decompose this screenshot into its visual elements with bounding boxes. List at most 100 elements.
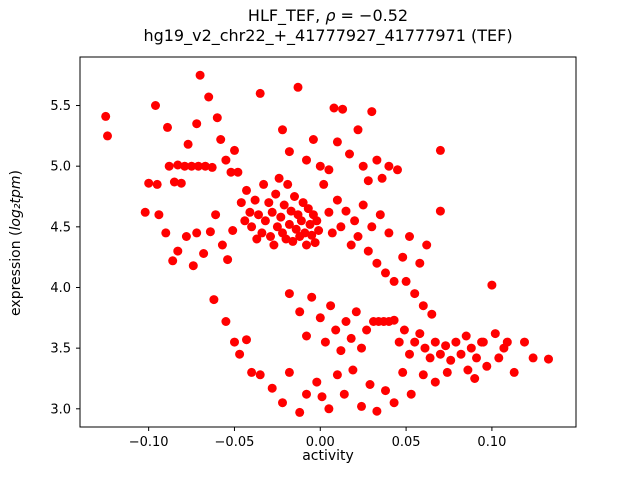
title-rho-symbol: ρ [325,6,336,25]
data-point [144,178,154,188]
data-point [209,295,219,305]
data-point [260,216,270,226]
data-point [236,198,246,208]
y-label-prefix: expression ( [8,230,24,316]
data-point [204,92,214,102]
data-point [363,246,373,256]
data-point [250,195,260,205]
data-point [300,228,310,238]
data-point [168,256,178,266]
data-point [278,398,287,408]
data-point [254,210,263,220]
data-point [284,367,294,377]
data-point [324,165,334,175]
data-point [257,228,267,238]
data-point [101,111,111,121]
x-tick-label: −0.10 [129,435,169,450]
data-point [164,161,174,171]
data-point [266,232,275,241]
data-point [298,198,308,208]
data-point [187,161,197,171]
data-point [350,216,360,226]
data-point [314,226,324,235]
data-point [377,173,387,183]
data-point [211,210,221,220]
data-point [332,137,342,147]
data-point [372,155,382,165]
data-point [315,313,325,323]
x-tick-label: 0.10 [477,435,506,450]
title-prefix: HLF_TEF, [247,6,326,25]
data-point [288,236,298,246]
y-tick-label: 4.0 [50,281,71,296]
data-point [302,155,311,165]
data-point [339,389,349,399]
data-point [435,145,445,155]
data-point [375,210,385,220]
data-point [430,337,440,347]
data-point [381,268,390,278]
data-point [544,354,553,364]
data-point [242,185,251,195]
data-point [205,227,215,237]
data-point [406,389,416,399]
data-point [363,176,373,186]
y-tick-label: 3.5 [50,342,71,357]
data-point [252,234,262,244]
data-point [302,331,311,341]
data-point [235,349,245,359]
data-point [284,147,294,157]
y-tick-label: 5.5 [50,99,71,114]
data-point [367,222,377,232]
data-point [240,216,250,226]
title-suffix: = −0.52 [335,6,409,25]
data-point [394,337,404,347]
data-point [140,207,150,217]
chart-title-line1: HLF_TEF, ρ = −0.52 [80,6,576,26]
data-point [320,337,330,347]
data-point [188,261,198,271]
data-point [283,179,293,189]
data-point [327,228,337,238]
data-point [296,216,306,226]
data-point [154,210,164,220]
data-point [312,216,322,226]
y-label-suffix: ) [8,170,24,176]
data-point [255,370,265,380]
data-point [346,240,356,250]
data-point [230,145,239,155]
data-point [259,179,269,189]
data-point [226,167,236,177]
data-point [193,161,203,171]
data-point [302,389,311,399]
data-point [418,301,428,311]
data-point [463,365,473,375]
chart-title: HLF_TEF, ρ = −0.52 hg19_v2_chr22_+_41777… [80,6,576,46]
data-point [324,207,334,217]
y-label-math: log₂tpm [8,175,24,231]
data-point [223,255,233,265]
data-point [338,104,348,114]
data-point [228,226,238,235]
data-point [324,404,334,414]
data-point [410,289,420,299]
data-point [435,206,445,216]
data-point [329,103,339,113]
data-point [269,240,279,250]
data-point [192,119,202,129]
data-point [372,258,382,268]
data-point [161,228,171,238]
data-point [310,238,320,248]
data-point [284,219,294,229]
data-point [199,249,209,258]
data-point [272,222,282,232]
data-point [192,228,202,238]
data-point [242,335,251,345]
data-point [176,178,186,188]
data-point [415,258,425,268]
data-point [494,353,504,363]
data-point [435,349,445,359]
data-point [295,407,305,417]
data-point [410,337,420,347]
